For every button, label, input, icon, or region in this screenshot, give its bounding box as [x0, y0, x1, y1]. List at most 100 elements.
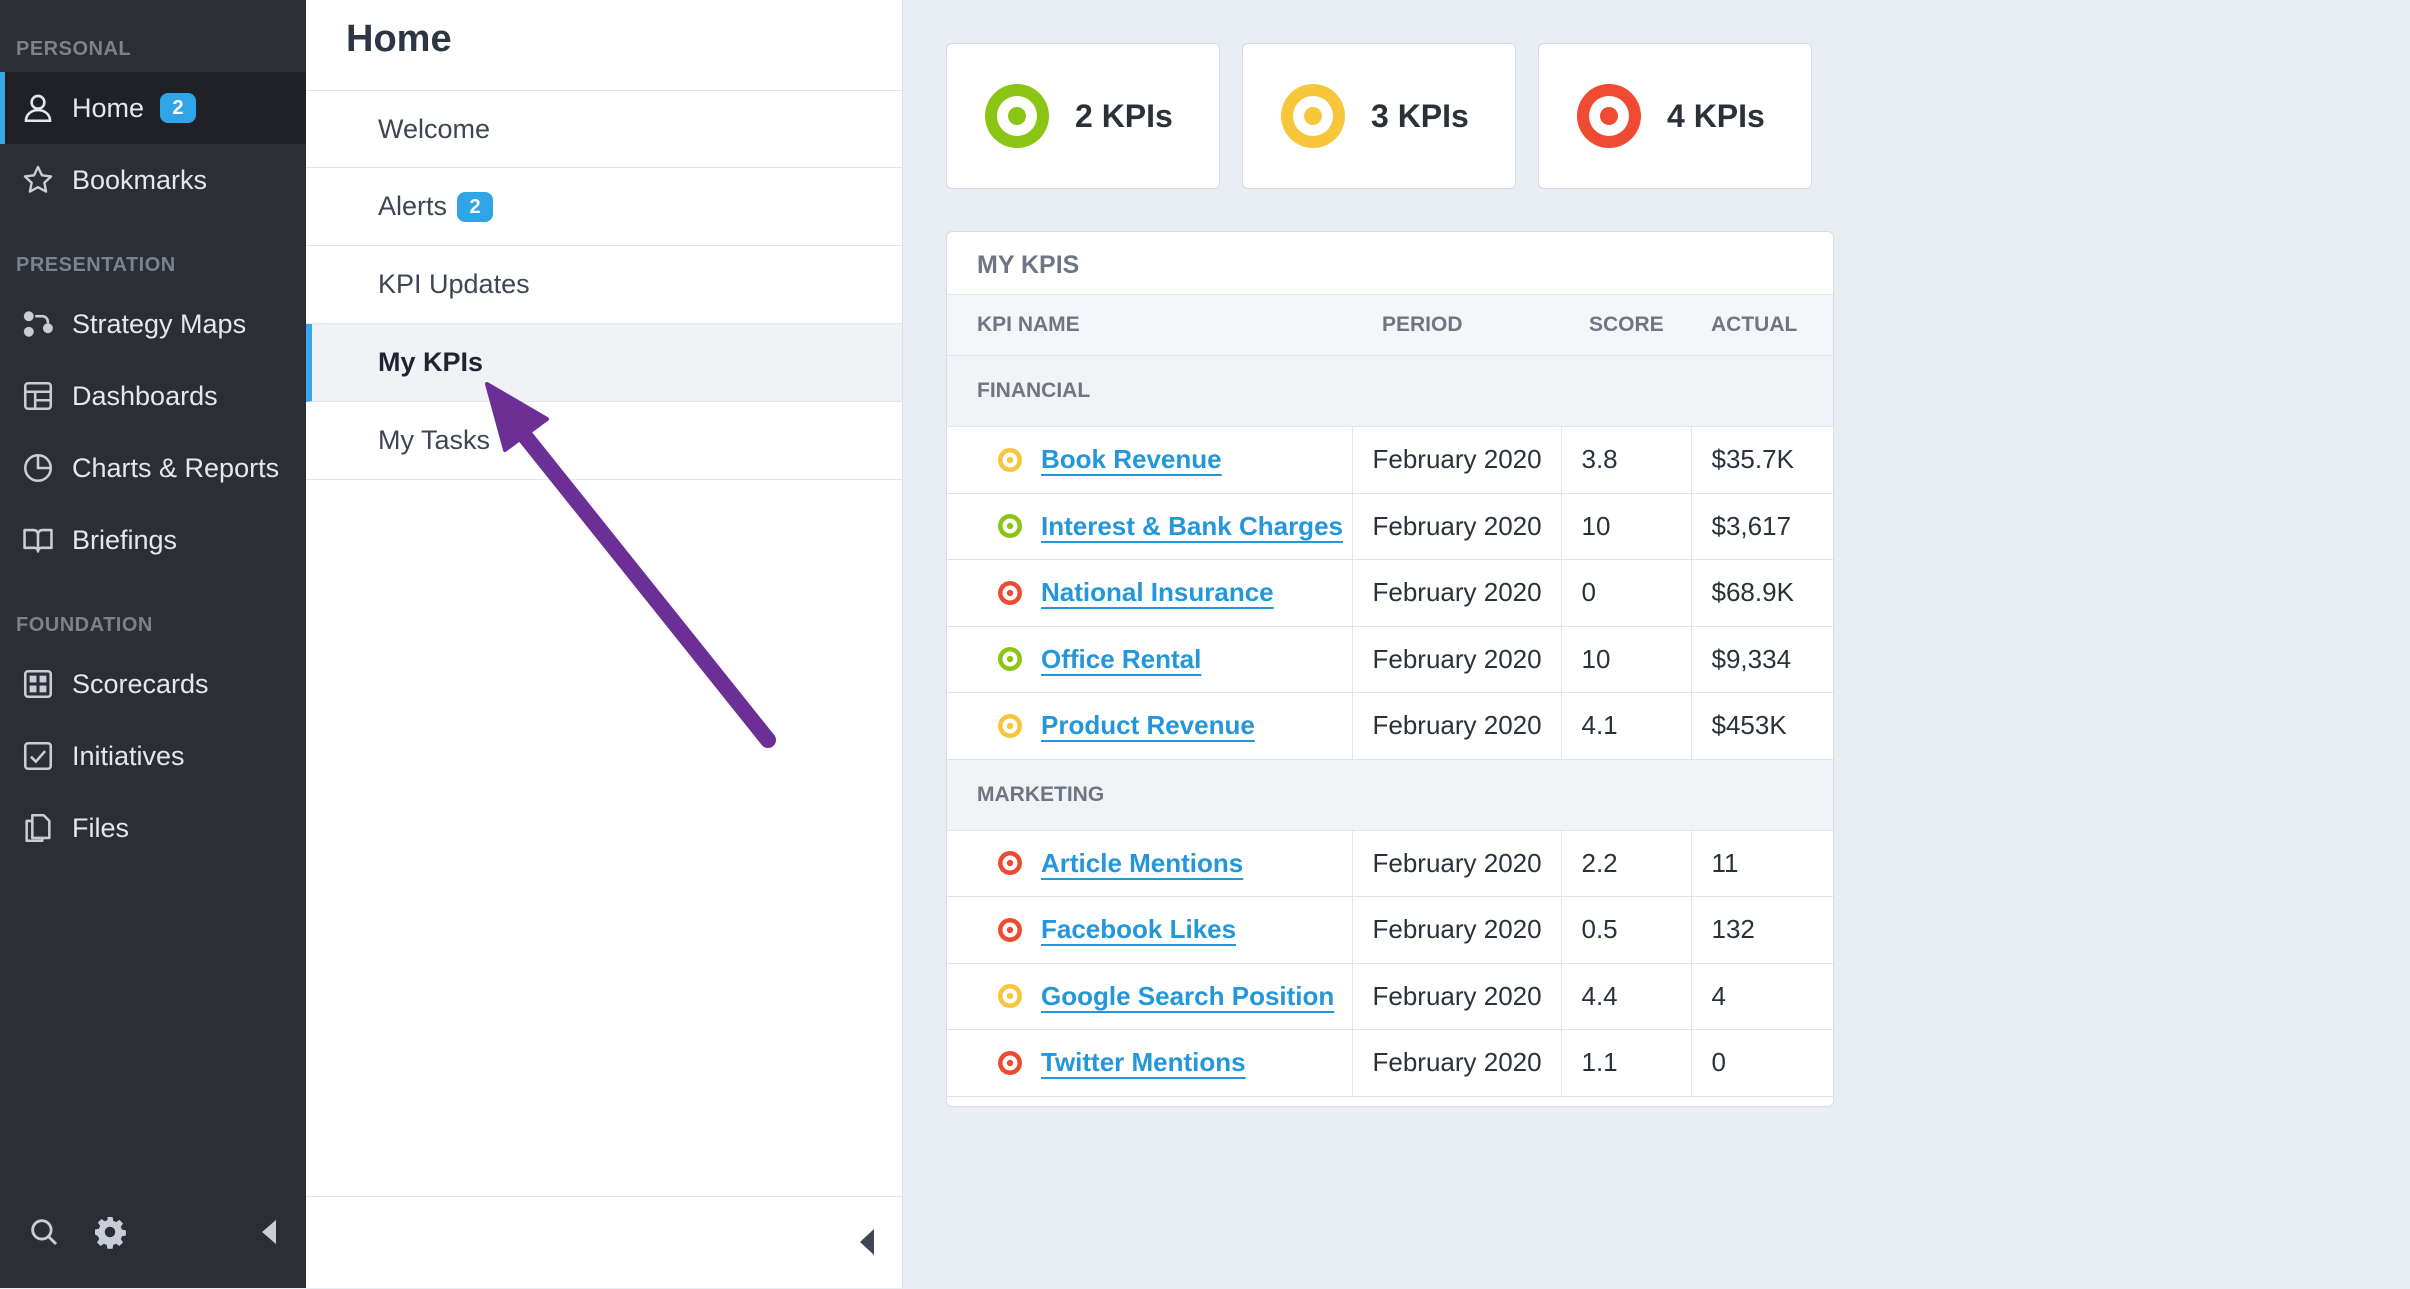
my-kpis-card: MY KPIS KPI NAME PERIOD SCORE ACTUAL FIN… [946, 231, 1834, 1107]
status-red-icon [998, 1050, 1022, 1075]
actual-cell: $3,617 [1690, 493, 1833, 560]
checkbox-icon [20, 738, 56, 774]
summary-count: 4 KPIs [1667, 97, 1765, 134]
kpi-table: KPI NAME PERIOD SCORE ACTUAL FINANCIAL Bo… [947, 295, 1833, 1097]
subnav-item-kpi-updates[interactable]: KPI Updates [306, 246, 902, 324]
summary-card-green[interactable]: 2 KPIs [946, 43, 1220, 189]
kpi-name-cell: National Insurance [947, 559, 1352, 627]
period-cell: February 2020 [1351, 830, 1561, 897]
sidebar-item-label: Charts & Reports [72, 452, 280, 483]
sidebar-item-files[interactable]: Files [0, 792, 306, 864]
main-sidebar: PERSONAL Home 2 Bookmarks PRESENTATION S… [0, 0, 306, 1288]
column-header-score[interactable]: SCORE [1561, 295, 1691, 356]
kpi-link[interactable]: Interest & Bank Charges [1041, 510, 1343, 541]
subnav-footer [306, 1196, 902, 1289]
sidebar-item-charts-reports[interactable]: Charts & Reports [0, 432, 306, 504]
table-group-row: MARKETING [947, 759, 1833, 831]
sidebar-item-label: Dashboards [72, 380, 218, 411]
kpi-name-cell: Article Mentions [947, 830, 1352, 897]
status-red-icon [998, 851, 1022, 876]
sidebar-item-home[interactable]: Home 2 [0, 72, 306, 144]
status-red-icon [998, 917, 1022, 942]
subnav-item-alerts[interactable]: Alerts 2 [306, 168, 902, 246]
table-row: Interest & Bank Charges February 2020 10 $3… [947, 493, 1833, 560]
sidebar-item-scorecards[interactable]: Scorecards [0, 648, 306, 720]
score-cell: 0 [1560, 559, 1691, 627]
gear-icon[interactable] [90, 1212, 130, 1252]
sidebar-item-label: Bookmarks [72, 164, 208, 195]
status-green-icon [998, 647, 1022, 672]
subnav-item-my-kpis[interactable]: My KPIs [306, 324, 902, 402]
collapse-left-icon[interactable] [250, 1212, 290, 1252]
sidebar-item-briefings[interactable]: Briefings [0, 504, 306, 576]
table-row: Product Revenue February 2020 4.1 $453K [947, 692, 1833, 760]
kpi-link[interactable]: Facebook Likes [1041, 914, 1237, 945]
sidebar-item-initiatives[interactable]: Initiatives [0, 720, 306, 792]
home-count-badge: 2 [160, 93, 197, 123]
subnav-item-label: Alerts [378, 191, 448, 221]
target-yellow-icon [1281, 84, 1345, 148]
subnav-item-my-tasks[interactable]: My Tasks [306, 402, 902, 480]
table-row: Article Mentions February 2020 2.2 11 [947, 830, 1833, 897]
table-row: Office Rental February 2020 10 $9,334 [947, 626, 1833, 693]
sidebar-item-label: Files [72, 812, 130, 843]
score-cell: 10 [1560, 626, 1691, 693]
kpi-link[interactable]: Product Revenue [1041, 710, 1255, 741]
column-header-period[interactable]: PERIOD [1352, 295, 1561, 356]
actual-cell: $453K [1690, 692, 1833, 760]
table-header-row: KPI NAME PERIOD SCORE ACTUAL [947, 295, 1833, 356]
star-icon [20, 162, 56, 198]
table-row: Twitter Mentions February 2020 1.1 0 [947, 1029, 1833, 1097]
dashboard-icon [20, 378, 56, 414]
score-cell: 2.2 [1560, 830, 1691, 897]
collapse-left-icon[interactable] [858, 1229, 878, 1260]
period-cell: February 2020 [1351, 426, 1561, 494]
kpi-name-cell: Google Search Position [947, 963, 1352, 1030]
home-subnav: Home Welcome Alerts 2 KPI Updates My KPI… [306, 0, 903, 1288]
book-icon [20, 522, 56, 558]
actual-cell: 0 [1690, 1029, 1833, 1097]
sidebar-item-bookmarks[interactable]: Bookmarks [0, 144, 306, 216]
kpi-name-cell: Product Revenue [947, 692, 1352, 760]
kpi-name-cell: Twitter Mentions [947, 1029, 1352, 1097]
sidebar-item-strategy-maps[interactable]: Strategy Maps [0, 288, 306, 360]
period-cell: February 2020 [1351, 559, 1561, 627]
subnav-item-welcome[interactable]: Welcome [306, 90, 902, 168]
card-title: MY KPIS [947, 232, 1833, 295]
kpi-link[interactable]: National Insurance [1041, 577, 1274, 608]
kpi-link[interactable]: Twitter Mentions [1041, 1047, 1246, 1078]
sidebar-item-label: Strategy Maps [72, 308, 247, 339]
period-cell: February 2020 [1351, 493, 1561, 560]
status-yellow-icon [998, 447, 1022, 472]
sidebar-item-label: Home [72, 92, 145, 123]
score-cell: 4.1 [1560, 692, 1691, 760]
person-icon [20, 90, 56, 126]
score-cell: 0.5 [1560, 896, 1691, 964]
group-label: MARKETING [947, 759, 1833, 831]
scorecard-icon [20, 666, 56, 702]
table-row: National Insurance February 2020 0 $68.9K [947, 559, 1833, 627]
column-header-actual[interactable]: ACTUAL [1691, 295, 1833, 356]
table-group-row: FINANCIAL [947, 355, 1833, 427]
summary-card-red[interactable]: 4 KPIs [1538, 43, 1812, 189]
period-cell: February 2020 [1351, 896, 1561, 964]
period-cell: February 2020 [1351, 692, 1561, 760]
score-cell: 3.8 [1560, 426, 1691, 494]
kpi-link[interactable]: Google Search Position [1041, 980, 1335, 1011]
table-row: Facebook Likes February 2020 0.5 132 [947, 896, 1833, 964]
kpi-name-cell: Interest & Bank Charges [947, 493, 1352, 560]
kpi-link[interactable]: Article Mentions [1041, 847, 1244, 878]
section-label-personal: PERSONAL [16, 38, 132, 60]
table-row: Book Revenue February 2020 3.8 $35.7K [947, 426, 1833, 494]
column-header-kpi-name[interactable]: KPI NAME [947, 295, 1352, 356]
period-cell: February 2020 [1351, 1029, 1561, 1097]
kpi-link[interactable]: Book Revenue [1041, 444, 1222, 475]
target-red-icon [1577, 84, 1641, 148]
score-cell: 4.4 [1560, 963, 1691, 1030]
kpi-link[interactable]: Office Rental [1041, 643, 1202, 674]
sidebar-item-dashboards[interactable]: Dashboards [0, 360, 306, 432]
search-icon[interactable] [24, 1212, 64, 1252]
section-label-foundation: FOUNDATION [16, 614, 153, 636]
status-red-icon [998, 580, 1022, 605]
summary-card-yellow[interactable]: 3 KPIs [1242, 43, 1516, 189]
